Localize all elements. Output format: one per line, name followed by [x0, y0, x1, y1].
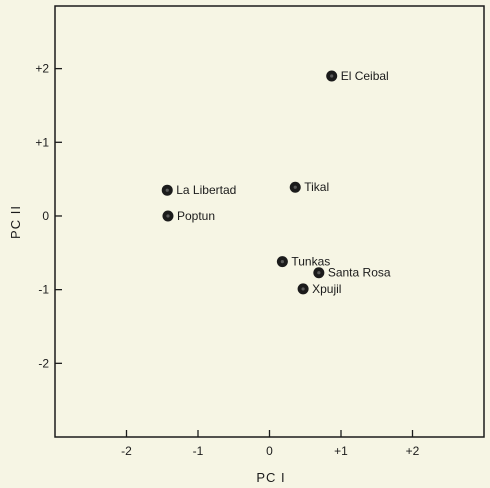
y-tick-label: +2	[35, 62, 49, 76]
y-tick-label: -1	[38, 283, 49, 297]
point-center-el-ceibal	[330, 74, 334, 78]
point-label-tikal: Tikal	[304, 180, 329, 194]
point-center-xpujil	[301, 287, 305, 291]
y-axis-ticks: +2 +1 0 -1 -2	[35, 62, 62, 370]
point-label-el-ceibal: El Ceibal	[341, 69, 389, 83]
point-center-la-libertad	[165, 188, 169, 192]
x-axis-ticks: -2 -1 0 +1 +2	[121, 430, 420, 458]
x-tick-label: +1	[334, 444, 348, 458]
y-axis-label: PC II	[8, 205, 23, 239]
x-tick-label: -2	[121, 444, 132, 458]
x-tick-label: 0	[266, 444, 273, 458]
plot-area-frame	[54, 5, 485, 438]
y-tick-label: -2	[38, 356, 49, 370]
x-tick-label: +2	[406, 444, 420, 458]
y-tick-label: +1	[35, 135, 49, 149]
point-label-poptun: Poptun	[177, 209, 215, 223]
point-center-tikal	[293, 185, 297, 189]
point-center-santa-rosa	[317, 271, 321, 275]
point-label-tunkas: Tunkas	[291, 255, 330, 269]
data-points: El Ceibal Tikal La Libertad Poptun TunkasSan…	[161, 69, 391, 296]
point-label-santa-rosa: Santa Rosa	[328, 266, 391, 280]
point-center-tunkas	[280, 260, 284, 264]
x-axis-label: PC I	[256, 470, 285, 485]
point-label-la-libertad: La Libertad	[176, 183, 236, 197]
point-label-xpujil: Xpujil	[312, 282, 341, 296]
point-center-poptun	[166, 214, 170, 218]
y-tick-label: 0	[42, 209, 49, 223]
x-tick-label: -1	[193, 444, 204, 458]
